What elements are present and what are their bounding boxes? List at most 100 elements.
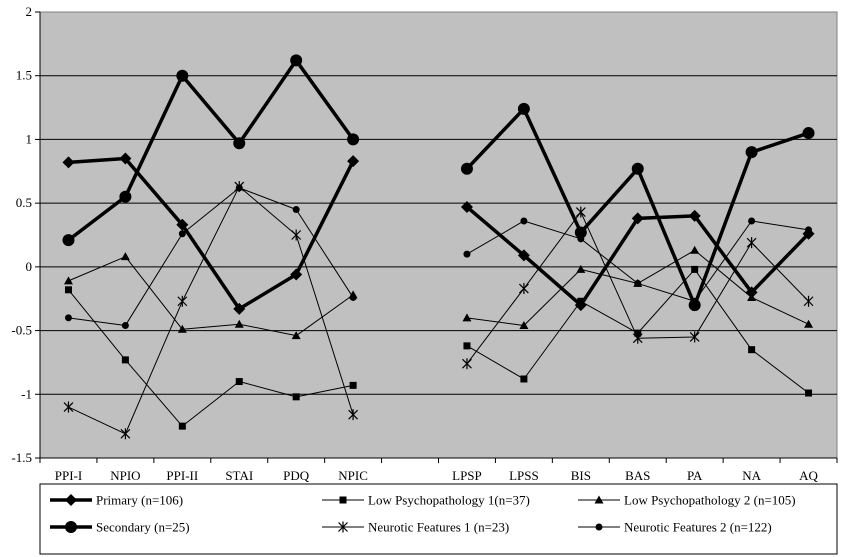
data-point: [631, 212, 644, 225]
data-point: [689, 331, 700, 343]
data-point: [802, 127, 815, 140]
legend-marker: [594, 495, 604, 504]
data-point: [233, 302, 246, 315]
x-tick-label: LPSS: [509, 468, 539, 483]
x-tick-label: LPSP: [452, 468, 482, 483]
legend-marker: [338, 521, 348, 533]
data-point: [577, 297, 585, 305]
series-line: [68, 289, 354, 427]
legend-box: [39, 483, 838, 555]
legend-marker: [65, 521, 77, 533]
data-point: [347, 155, 360, 168]
legend-label: Neurotic Features 1 (n=23): [368, 520, 509, 535]
series-5: [64, 184, 813, 329]
legend-item: Primary (n=106): [50, 493, 183, 508]
data-point: [747, 292, 757, 301]
data-point: [462, 313, 472, 322]
data-point: [691, 265, 699, 273]
data-point: [517, 102, 530, 115]
data-point: [803, 295, 814, 307]
data-point: [291, 229, 302, 241]
data-point: [634, 279, 642, 287]
legend-marker: [595, 523, 603, 531]
legend-marker: [339, 496, 347, 504]
data-point: [460, 162, 473, 175]
x-tick-label: AQ: [799, 468, 818, 483]
data-point: [519, 320, 529, 329]
data-point: [120, 428, 131, 440]
series-line: [68, 186, 354, 435]
data-point: [688, 209, 701, 222]
series-3: [63, 181, 814, 440]
data-point: [121, 321, 129, 329]
y-tick-label: 1: [26, 131, 33, 146]
x-tick-label: NA: [742, 468, 761, 483]
y-tick-label: -1: [21, 386, 32, 401]
legend-label: Primary (n=106): [96, 493, 183, 508]
x-tick-label: NPIC: [338, 468, 368, 483]
legend-item: Neurotic Features 2 (n=122): [578, 520, 772, 535]
data-point: [691, 297, 699, 305]
x-tick-label: STAI: [225, 468, 253, 483]
data-point: [63, 276, 73, 285]
plot-area: [39, 11, 838, 459]
data-point: [119, 190, 132, 203]
data-point: [520, 217, 528, 225]
data-point: [462, 358, 472, 370]
legend-marker: [65, 494, 77, 506]
data-point: [292, 206, 300, 214]
y-tick-label: -1.5: [11, 450, 32, 465]
legend-label: Low Psychopathology 2 (n=105): [624, 493, 796, 508]
x-tick-label: PPI-I: [55, 468, 82, 483]
data-point: [64, 286, 72, 294]
x-tick-label: PDQ: [283, 468, 310, 483]
x-tick-label: BIS: [571, 468, 591, 483]
legend-item: Low Psychopathology 1(n=37): [322, 493, 530, 508]
data-point: [576, 264, 586, 273]
x-tick-label: PA: [687, 468, 703, 483]
data-point: [64, 314, 72, 322]
data-point: [349, 293, 357, 301]
data-point: [292, 393, 300, 401]
series-line: [68, 156, 355, 311]
data-point: [805, 389, 813, 397]
data-point: [178, 230, 186, 238]
data-point: [520, 375, 528, 383]
data-point: [177, 295, 188, 307]
y-tick-label: 1.5: [16, 68, 32, 83]
data-point: [176, 218, 189, 231]
data-point: [574, 226, 587, 239]
data-point: [805, 226, 813, 234]
gridlines: [40, 75, 837, 395]
series-line: [67, 58, 355, 242]
data-point: [178, 422, 186, 430]
data-point: [631, 162, 644, 175]
data-point: [176, 69, 189, 82]
data-point: [517, 249, 530, 262]
y-tick-label: 0: [26, 259, 33, 274]
data-point: [233, 137, 246, 150]
legend-item: Low Psychopathology 2 (n=105): [578, 493, 796, 508]
data-point: [290, 54, 303, 67]
data-point: [235, 378, 243, 386]
x-axis: PPI-I NPIO PPI-II STAI PDQ NPIC LPSP LPSS BIS BAS…: [39, 457, 838, 483]
data-point: [463, 342, 471, 350]
data-point: [577, 235, 585, 243]
data-point: [119, 152, 132, 165]
legend-item: Neurotic Features 1 (n=23): [322, 520, 509, 535]
data-point: [291, 331, 301, 340]
data-point: [121, 356, 129, 364]
data-point: [235, 184, 243, 192]
legend-item: Secondary (n=25): [50, 520, 190, 535]
data-point: [575, 206, 586, 218]
data-point: [348, 409, 359, 421]
data-point: [234, 319, 244, 328]
legend-label: Low Psychopathology 1(n=37): [368, 493, 530, 508]
data-point: [748, 346, 756, 354]
series-line: [68, 256, 354, 337]
series-1: [62, 54, 815, 312]
x-tick-label: NPIO: [110, 468, 140, 483]
data-point: [347, 133, 360, 146]
x-tick-label: BAS: [625, 468, 650, 483]
data-point: [120, 252, 130, 261]
